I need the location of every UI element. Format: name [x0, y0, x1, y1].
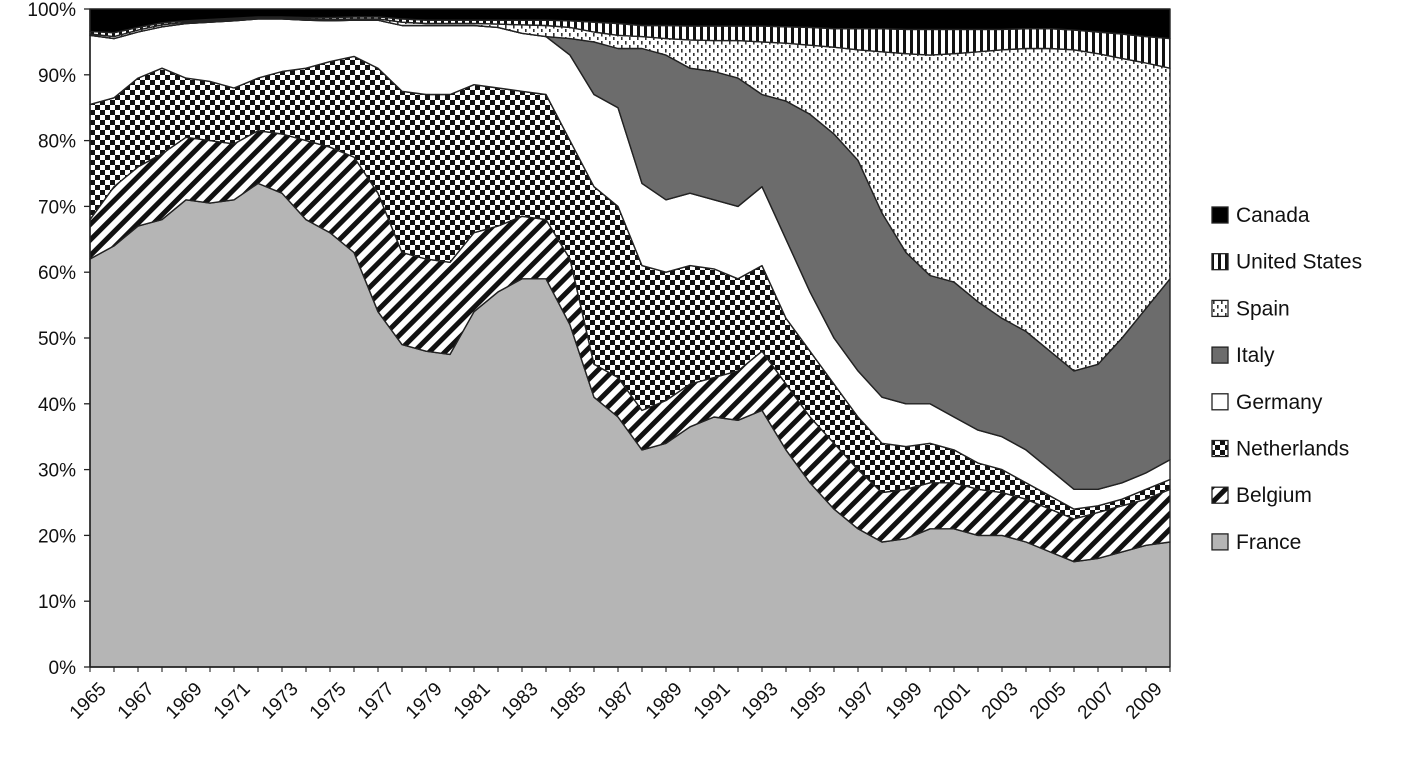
legend-item-italy: Italy [1211, 344, 1275, 367]
x-tick-label: 1965 [66, 679, 111, 724]
legend-label-spain: Spain [1236, 297, 1290, 320]
y-tick-label: 0% [49, 658, 77, 679]
legend-label-canada: Canada [1236, 204, 1310, 227]
legend-item-spain: Spain [1211, 297, 1290, 320]
x-tick-label: 1999 [882, 679, 927, 724]
legend-swatch-spain [1211, 299, 1229, 318]
x-tick-label: 1977 [354, 679, 399, 724]
x-tick-label: 1975 [306, 679, 351, 724]
x-tick-label: 1989 [642, 679, 687, 724]
x-tick-label: 1991 [690, 679, 735, 724]
x-tick-label: 1979 [402, 679, 447, 724]
legend-swatch-germany [1211, 393, 1229, 411]
y-tick-label: 80% [38, 132, 76, 153]
legend-label-italy: Italy [1236, 344, 1275, 367]
legend-swatch-italy [1211, 346, 1229, 364]
x-tick-label: 1971 [210, 679, 255, 724]
x-tick-label: 2003 [978, 679, 1023, 724]
y-tick-label: 10% [38, 592, 76, 613]
area-series-group [89, 8, 1171, 668]
x-tick-label: 1997 [834, 679, 879, 724]
x-tick-label: 1973 [258, 679, 303, 724]
area-canada [89, 8, 1171, 40]
y-tick-label: 20% [38, 526, 76, 547]
x-tick-label: 1995 [786, 679, 831, 724]
legend-item-canada: Canada [1211, 204, 1310, 227]
x-tick-label: 1983 [498, 679, 543, 724]
legend-label-united-states: United States [1236, 251, 1362, 274]
y-tick-label: 70% [38, 197, 76, 218]
y-tick-label: 100% [27, 0, 76, 21]
x-tick-label: 1993 [738, 679, 783, 724]
legend-label-belgium: Belgium [1236, 484, 1312, 507]
legend-swatch-france [1211, 533, 1229, 551]
legend: Canada United States Spain Italy Germany Neth… [1211, 204, 1362, 554]
legend-swatch-netherlands [1211, 439, 1229, 458]
legend-item-france: France [1211, 531, 1301, 554]
y-tick-label: 40% [38, 395, 76, 416]
legend-label-germany: Germany [1236, 391, 1323, 414]
x-tick-label: 1967 [114, 679, 159, 724]
x-tick-label: 1969 [162, 679, 207, 724]
legend-label-france: France [1236, 531, 1301, 554]
legend-swatch-canada [1211, 206, 1229, 224]
x-tick-label: 2009 [1122, 679, 1167, 724]
legend-label-netherlands: Netherlands [1236, 438, 1349, 461]
y-tick-label: 30% [38, 461, 76, 482]
legend-item-germany: Germany [1211, 391, 1323, 414]
y-tick-label: 90% [38, 66, 76, 87]
y-tick-label: 50% [38, 329, 76, 350]
legend-item-united-states: United States [1211, 251, 1362, 274]
x-tick-label: 1987 [594, 679, 639, 724]
x-tick-label: 2007 [1074, 679, 1119, 724]
x-tick-label: 1981 [450, 679, 495, 724]
x-tick-label: 2005 [1026, 679, 1071, 724]
legend-item-belgium: Belgium [1211, 484, 1312, 507]
x-tick-label: 2001 [930, 679, 975, 724]
legend-swatch-belgium [1211, 486, 1229, 504]
y-tick-label: 60% [38, 263, 76, 284]
legend-swatch-united-states [1211, 253, 1229, 271]
legend-item-netherlands: Netherlands [1211, 438, 1349, 461]
x-tick-label: 1985 [546, 679, 591, 724]
